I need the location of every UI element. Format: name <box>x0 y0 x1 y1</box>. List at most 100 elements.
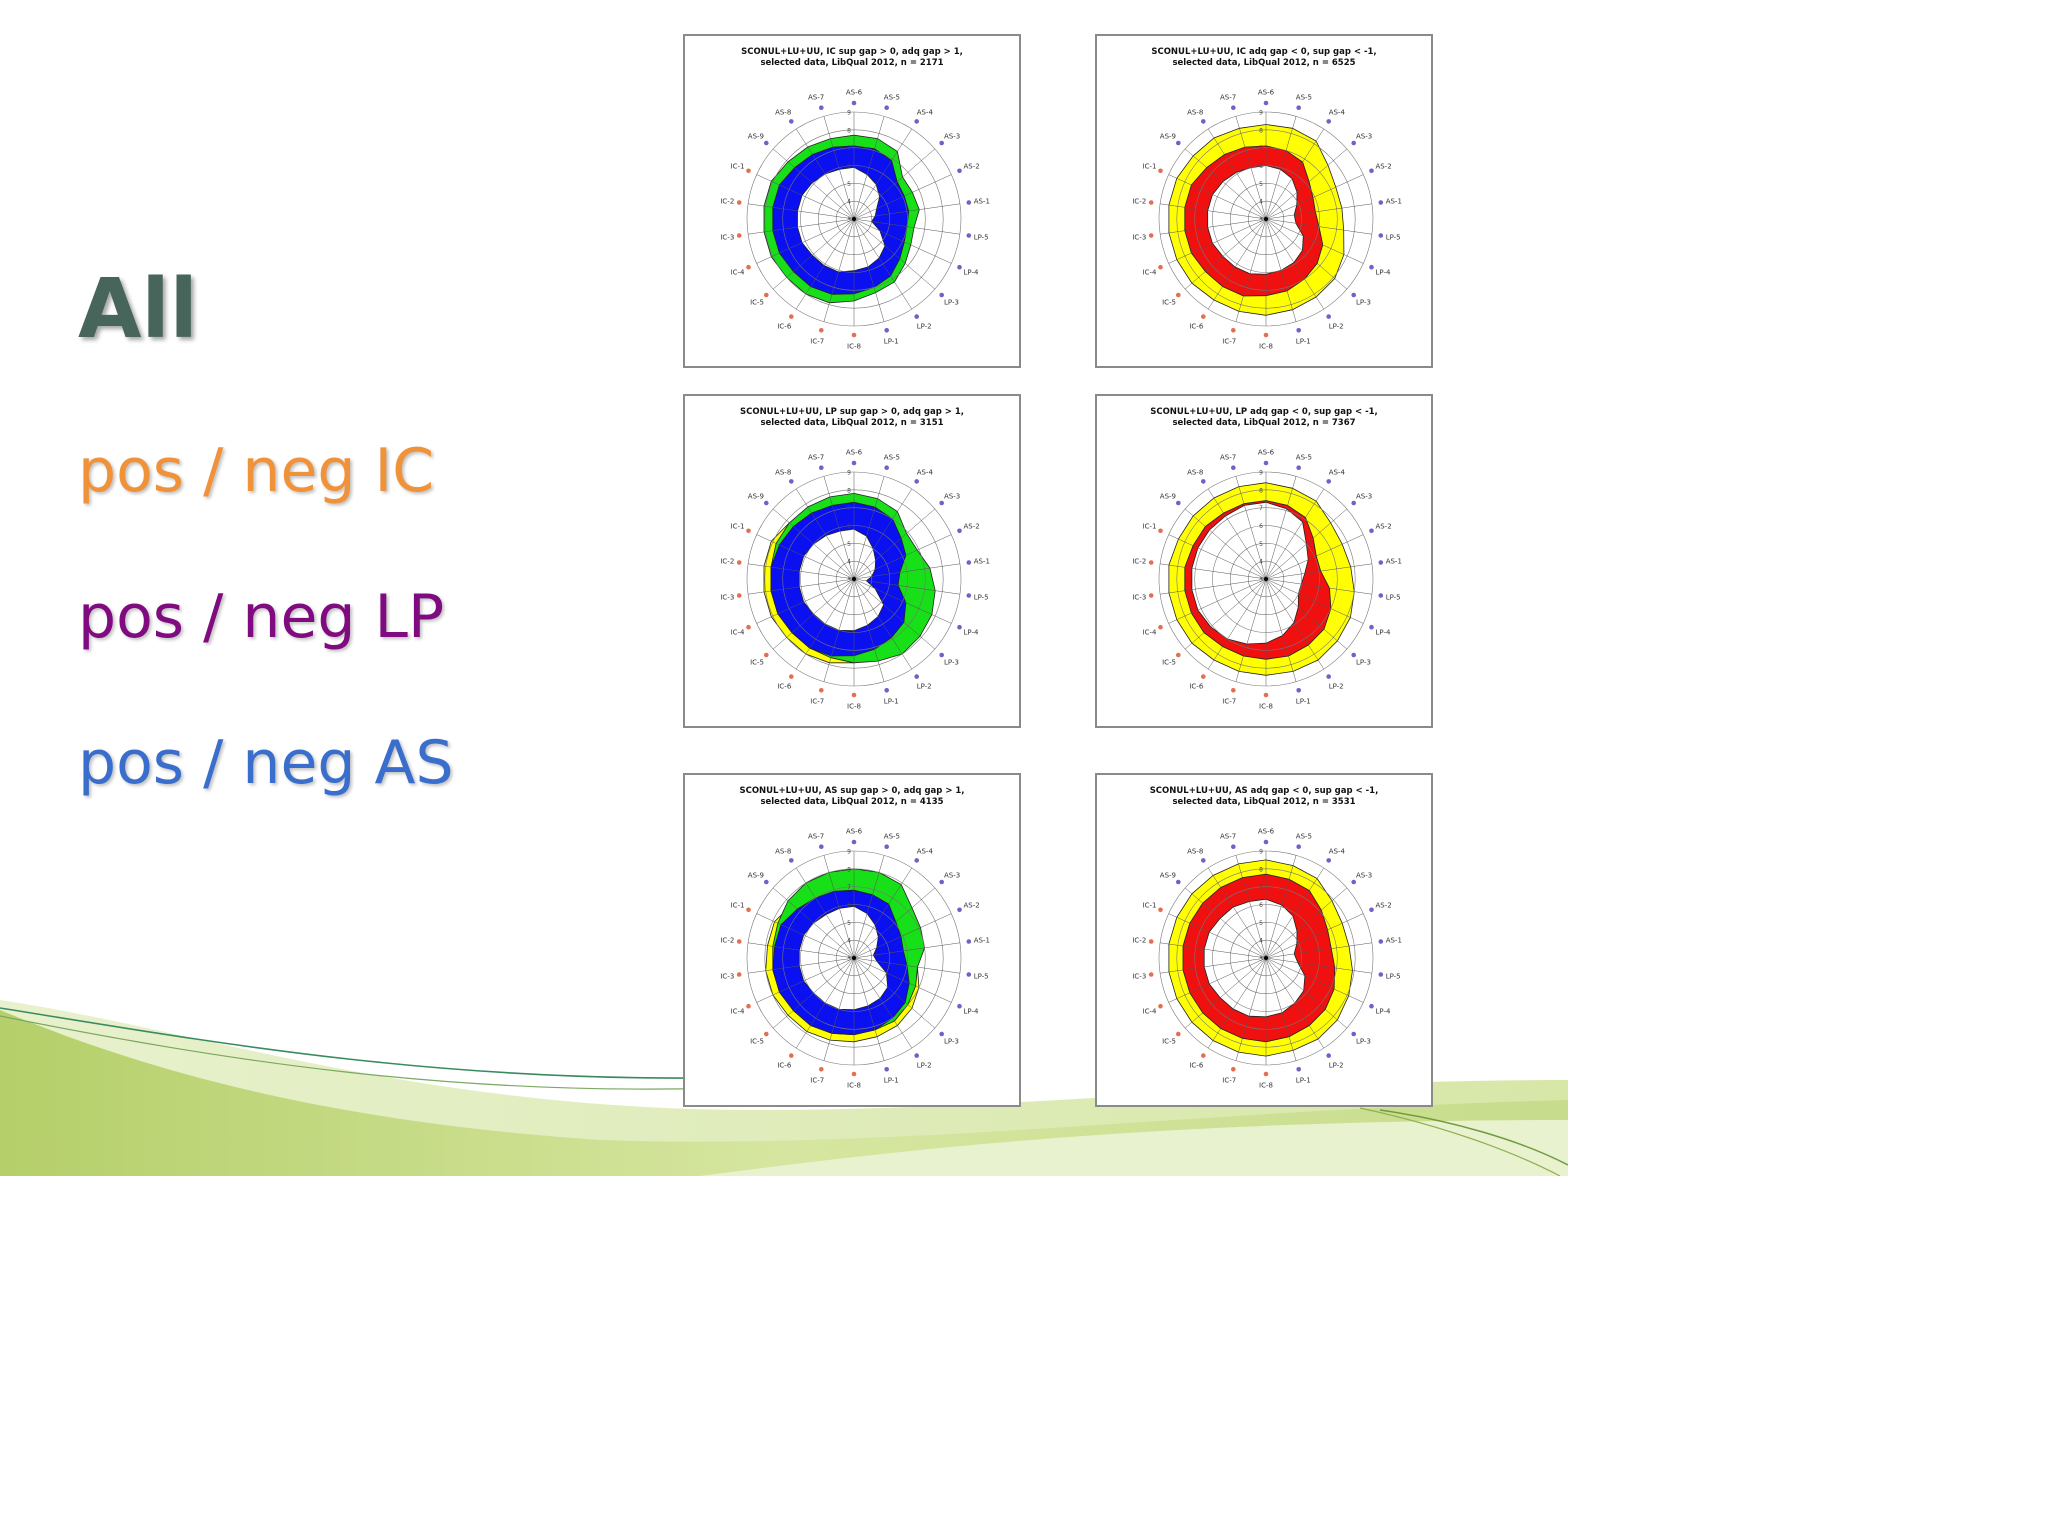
category-label-AS-8: AS-8 <box>1187 848 1203 856</box>
spoke-IC-4 <box>756 957 855 1003</box>
category-label-IC-6: IC-6 <box>777 322 791 330</box>
category-label-AS-8: AS-8 <box>775 848 791 856</box>
category-marker-IC-5 <box>1176 652 1181 658</box>
category-label-IC-6: IC-6 <box>1189 322 1203 330</box>
spoke-IC-3 <box>748 218 855 235</box>
category-label-IC-3: IC-3 <box>720 594 734 602</box>
category-marker-AS-7 <box>819 105 824 110</box>
spoke-IC-4 <box>756 218 855 264</box>
spoke-LP-4 <box>853 957 952 1003</box>
category-marker-LP-3 <box>1351 292 1356 298</box>
category-label-AS-5: AS-5 <box>884 94 900 102</box>
category-marker-AS-3 <box>1351 500 1356 506</box>
spoke-LP-4 <box>853 218 952 264</box>
spoke-LP-5 <box>1265 957 1372 974</box>
scale-tick-label: 9 <box>847 849 851 856</box>
spoke-LP-3 <box>853 578 936 650</box>
category-label-AS-6: AS-6 <box>846 449 863 457</box>
category-marker-LP-1 <box>1296 328 1301 333</box>
category-label-IC-1: IC-1 <box>1143 163 1157 171</box>
category-label-AS-3: AS-3 <box>1356 132 1372 140</box>
category-marker-IC-2 <box>736 560 742 565</box>
spoke-LP-2 <box>853 218 913 310</box>
spoke-AS-5 <box>853 855 885 959</box>
category-marker-IC-6 <box>1201 674 1206 679</box>
category-marker-IC-1 <box>1158 168 1163 174</box>
spoke-AS-4 <box>853 867 913 959</box>
category-marker-AS-3 <box>1351 879 1356 885</box>
category-marker-AS-5 <box>1296 105 1301 110</box>
spoke-AS-3 <box>853 887 936 959</box>
category-marker-LP-5 <box>1378 593 1384 598</box>
spoke-AS-9 <box>1184 148 1267 220</box>
spoke-IC-2 <box>748 203 855 220</box>
category-marker-AS-9 <box>764 500 769 506</box>
category-marker-IC-4 <box>1158 624 1163 630</box>
category-label-AS-7: AS-7 <box>808 454 824 462</box>
category-label-IC-7: IC-7 <box>1222 337 1236 345</box>
spoke-IC-4 <box>1168 578 1267 624</box>
category-label-IC-4: IC-4 <box>731 628 745 636</box>
spoke-IC-1 <box>756 913 855 959</box>
spoke-AS-1 <box>853 942 960 959</box>
category-label-IC-6: IC-6 <box>1189 1061 1203 1069</box>
scale-tick-label: 5 <box>1259 541 1263 548</box>
category-marker-IC-1 <box>1158 528 1163 534</box>
spoke-LP-3 <box>1265 957 1348 1029</box>
spoke-AS-8 <box>795 128 855 220</box>
category-marker-IC-7 <box>819 688 824 693</box>
spoke-IC-4 <box>1168 957 1267 1003</box>
category-marker-AS-3 <box>939 879 944 885</box>
category-label-AS-9: AS-9 <box>748 871 764 879</box>
category-label-LP-5: LP-5 <box>974 234 989 242</box>
spoke-IC-6 <box>1207 218 1267 310</box>
category-marker-AS-5 <box>1296 844 1301 849</box>
category-marker-LP-2 <box>914 674 919 679</box>
spoke-LP-3 <box>853 218 936 290</box>
spoke-LP-3 <box>1265 218 1348 290</box>
center-dot <box>852 577 856 581</box>
category-marker-AS-1 <box>1378 560 1384 565</box>
spoke-IC-6 <box>1207 957 1267 1049</box>
spoke-AS-8 <box>1207 128 1267 220</box>
spoke-AS-4 <box>1265 867 1325 959</box>
spoke-AS-4 <box>853 128 913 220</box>
chart-title: SCONUL+LU+UU, LP adq gap < 0, sup gap < … <box>1150 407 1378 428</box>
category-label-IC-5: IC-5 <box>1162 299 1176 307</box>
spoke-IC-5 <box>1184 578 1267 650</box>
category-marker-LP-3 <box>939 652 944 658</box>
spoke-IC-7 <box>1235 218 1267 322</box>
category-label-AS-3: AS-3 <box>944 871 960 879</box>
category-marker-LP-5 <box>1378 233 1384 238</box>
spoke-AS-7 <box>823 116 855 220</box>
spoke-IC-7 <box>1235 957 1267 1061</box>
category-label-AS-2: AS-2 <box>964 523 980 531</box>
spoke-AS-4 <box>1265 488 1325 580</box>
label-pos-neg-ic: pos / neg IC <box>78 436 435 506</box>
category-label-IC-4: IC-4 <box>1143 268 1157 276</box>
category-label-AS-9: AS-9 <box>1160 132 1176 140</box>
category-marker-LP-1 <box>1296 1067 1301 1072</box>
category-label-IC-8: IC-8 <box>847 343 861 351</box>
category-label-AS-3: AS-3 <box>1356 492 1372 500</box>
category-marker-IC-2 <box>1148 560 1154 565</box>
category-label-IC-3: IC-3 <box>1132 234 1146 242</box>
spoke-IC-2 <box>748 942 855 959</box>
spoke-LP-4 <box>853 578 952 624</box>
category-marker-IC-3 <box>1148 593 1154 598</box>
category-label-IC-5: IC-5 <box>750 659 764 667</box>
category-marker-LP-1 <box>884 688 889 693</box>
spoke-IC-7 <box>823 218 855 322</box>
category-label-AS-4: AS-4 <box>917 109 934 117</box>
category-label-AS-1: AS-1 <box>974 197 990 205</box>
category-marker-IC-1 <box>746 168 751 174</box>
spoke-IC-2 <box>1160 563 1267 580</box>
category-label-AS-5: AS-5 <box>1296 94 1312 102</box>
scale-tick-label: 3 <box>847 956 851 963</box>
spoke-IC-5 <box>772 578 855 650</box>
category-marker-AS-9 <box>1176 879 1181 885</box>
category-label-IC-8: IC-8 <box>1259 1082 1273 1090</box>
category-label-LP-2: LP-2 <box>917 1061 932 1069</box>
category-marker-LP-4 <box>1369 1003 1374 1009</box>
scale-tick-label: 4 <box>1259 199 1263 206</box>
